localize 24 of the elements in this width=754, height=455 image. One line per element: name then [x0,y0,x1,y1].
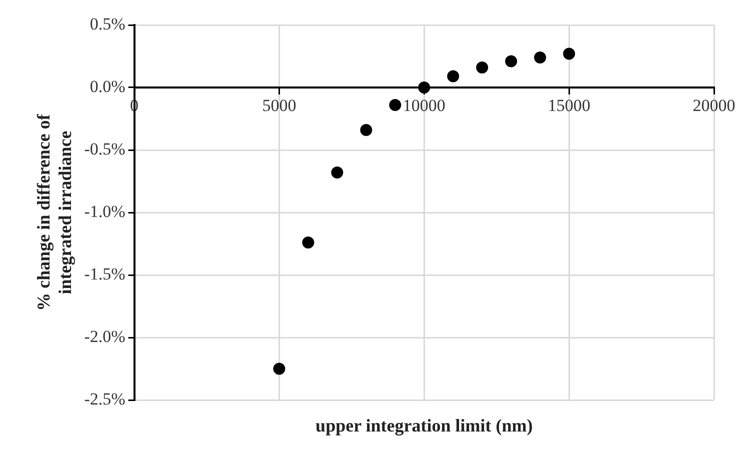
point [302,236,314,248]
y-tick-label: -2.5% [84,389,126,408]
y-tick-label: -1.5% [84,264,126,284]
y-tick-label: -2.0% [84,326,126,346]
point [360,124,372,136]
y-tick-label: -1.0% [84,202,126,221]
point [476,62,488,74]
point [418,82,430,94]
x-tick-label: 20000 [692,96,736,116]
x-axis-title: upper integration limit (nm) [316,416,533,436]
point [389,99,402,111]
point [534,52,546,64]
point [505,55,518,68]
y-axis-title: % change in difference of integrated irradiance [33,113,76,311]
point [273,362,286,375]
point [447,70,460,82]
point [563,48,576,60]
x-tick-label: 5000 [262,96,296,116]
y-tick-label: 0.5% [90,14,126,34]
x-tick-label: 10000 [402,96,446,116]
y-tick-label: 0.0% [90,76,126,96]
y-tick-label: -0.5% [84,139,126,158]
point [331,166,344,178]
x-tick-label: 15000 [548,96,590,116]
